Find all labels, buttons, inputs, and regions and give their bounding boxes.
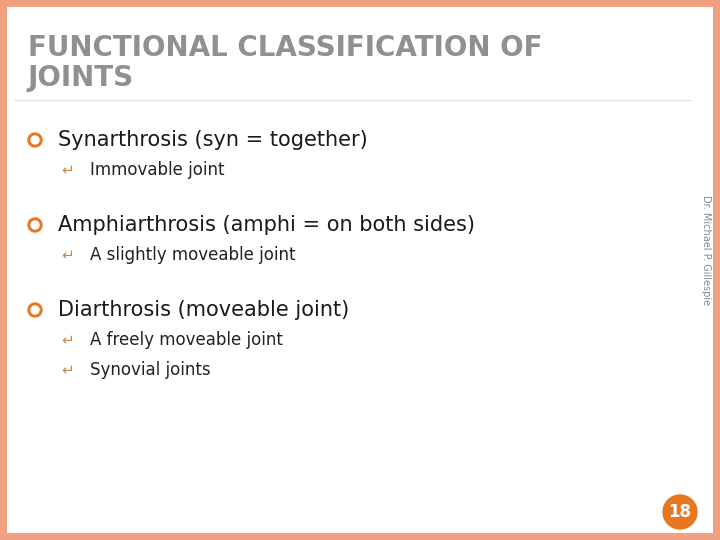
Text: Dr. Michael P. Gillespie: Dr. Michael P. Gillespie xyxy=(701,195,711,305)
Circle shape xyxy=(31,306,39,314)
Text: ↵: ↵ xyxy=(62,163,74,178)
Text: Synovial joints: Synovial joints xyxy=(90,361,211,379)
Text: Synarthrosis (syn = together): Synarthrosis (syn = together) xyxy=(58,130,368,150)
Text: Amphiarthrosis (amphi = on both sides): Amphiarthrosis (amphi = on both sides) xyxy=(58,215,475,235)
Circle shape xyxy=(31,136,39,144)
Text: ↵: ↵ xyxy=(62,247,74,262)
Text: ↵: ↵ xyxy=(62,333,74,348)
Text: ↵: ↵ xyxy=(62,362,74,377)
Circle shape xyxy=(28,218,42,232)
Text: Diarthrosis (moveable joint): Diarthrosis (moveable joint) xyxy=(58,300,349,320)
Text: JOINTS: JOINTS xyxy=(28,64,134,92)
Text: Immovable joint: Immovable joint xyxy=(90,161,225,179)
Text: 18: 18 xyxy=(668,503,691,521)
Circle shape xyxy=(28,133,42,147)
Circle shape xyxy=(28,303,42,317)
Circle shape xyxy=(31,221,39,229)
Text: A freely moveable joint: A freely moveable joint xyxy=(90,331,283,349)
Text: A slightly moveable joint: A slightly moveable joint xyxy=(90,246,295,264)
Circle shape xyxy=(663,495,697,529)
Text: FUNCTIONAL CLASSIFICATION OF: FUNCTIONAL CLASSIFICATION OF xyxy=(28,34,542,62)
